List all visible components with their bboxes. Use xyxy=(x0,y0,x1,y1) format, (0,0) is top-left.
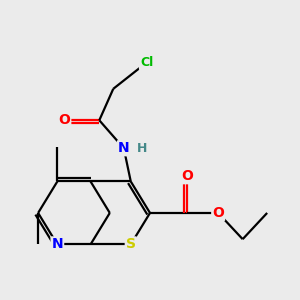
Text: Cl: Cl xyxy=(140,56,153,69)
Text: N: N xyxy=(118,141,130,155)
Text: S: S xyxy=(126,237,136,251)
Text: H: H xyxy=(137,142,147,155)
Text: N: N xyxy=(52,237,63,251)
Text: O: O xyxy=(212,206,224,220)
Text: O: O xyxy=(181,169,193,183)
Text: O: O xyxy=(58,113,70,127)
